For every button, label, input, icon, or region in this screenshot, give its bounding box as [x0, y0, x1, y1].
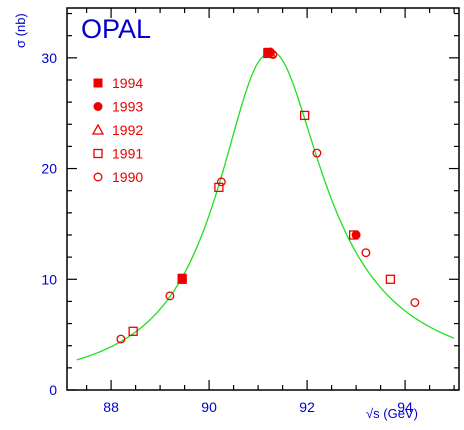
y-tick-label: 0 — [49, 382, 57, 398]
data-point-1990 — [361, 248, 371, 258]
data-point-1990 — [268, 50, 278, 59]
legend-marker-1992 — [91, 123, 105, 135]
data-point-1993 — [177, 274, 187, 284]
x-tick-label: 88 — [103, 399, 119, 415]
data-points-layer — [116, 47, 420, 344]
data-point-1990 — [165, 291, 175, 301]
data-point-1991 — [385, 274, 396, 284]
legend-marker-1991 — [93, 148, 103, 159]
y-tick-label: 30 — [41, 50, 57, 66]
legend-marker-1993 — [93, 102, 103, 111]
x-axis-label: √s (GeV) — [366, 406, 418, 421]
data-point-1993 — [351, 230, 361, 240]
x-tick-label: 90 — [201, 399, 217, 415]
data-point-1991 — [177, 274, 187, 284]
data-point-1990 — [410, 298, 420, 307]
data-point-1991 — [214, 182, 224, 193]
legend-label-1992: 1992 — [112, 122, 143, 138]
y-tick-label: 20 — [41, 161, 57, 177]
data-point-1990 — [312, 148, 322, 158]
legend: 1994 1993 1992 1991 1990 — [91, 75, 143, 185]
axis-ticks: 0 10 20 30 88 90 92 94 — [41, 8, 459, 415]
legend-marker-1994 — [93, 78, 103, 88]
y-tick-label: 10 — [41, 271, 57, 287]
data-point-1991 — [348, 230, 359, 240]
x-tick-label: 92 — [299, 399, 315, 415]
legend-label-1991: 1991 — [112, 146, 143, 162]
plot-frame — [66, 7, 460, 391]
x-tick-label: 94 — [397, 399, 413, 415]
y-axis-label: σ (nb) — [13, 13, 28, 48]
data-point-1990 — [116, 334, 126, 344]
data-point-1991 — [299, 110, 310, 121]
data-point-1991 — [128, 326, 138, 336]
opal-logo-text: OPAL — [81, 14, 151, 44]
data-point-1990 — [216, 177, 226, 187]
legend-label-1993: 1993 — [112, 99, 143, 115]
data-point-1991 — [263, 48, 273, 59]
legend-label-1990: 1990 — [112, 169, 143, 185]
legend-marker-1990 — [93, 172, 103, 182]
legend-label-1994: 1994 — [112, 75, 143, 91]
